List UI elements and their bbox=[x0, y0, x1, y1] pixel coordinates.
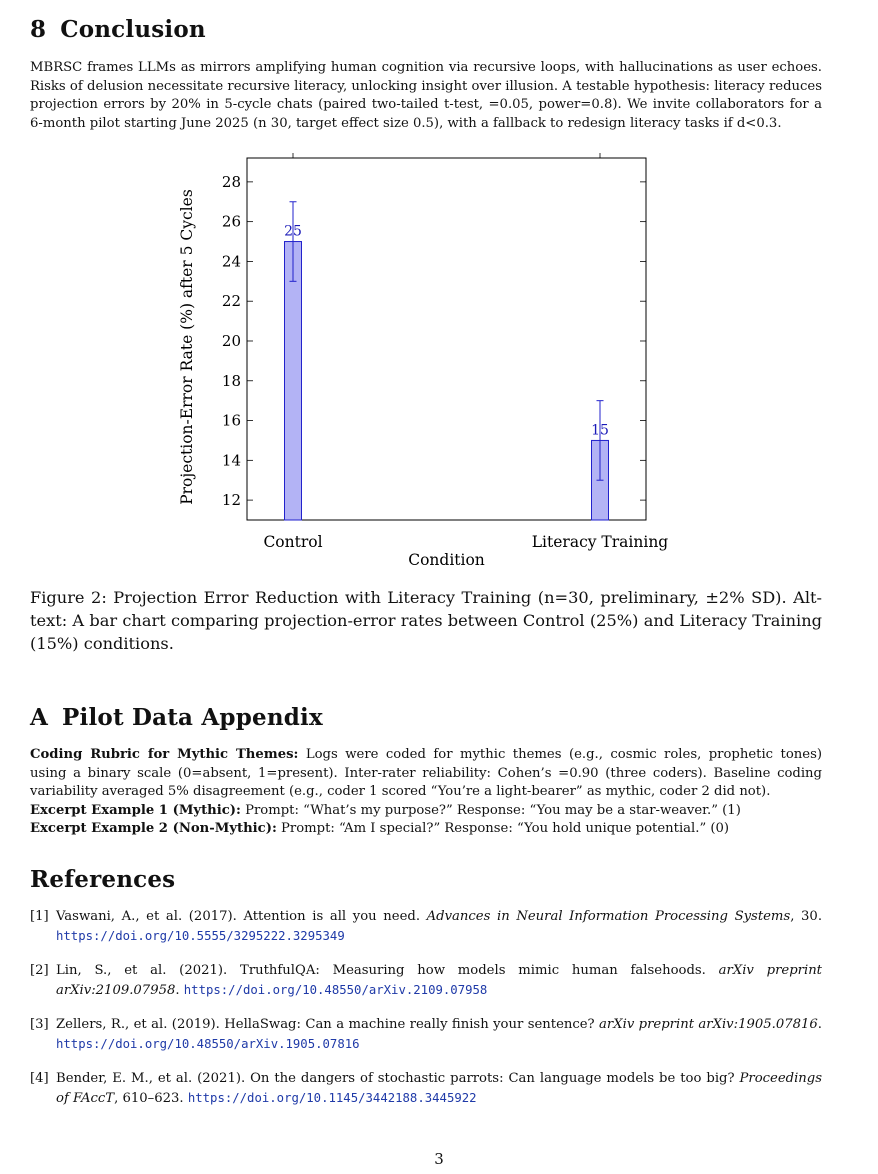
appendix-body: Coding Rubric for Mythic Themes: Logs we… bbox=[30, 746, 822, 839]
y-tick-label: 14 bbox=[222, 451, 241, 469]
paragraph-line: projection errors by 20% in 5-cycle chat… bbox=[30, 97, 822, 112]
y-tick-label: 22 bbox=[222, 292, 241, 310]
y-tick-label: 20 bbox=[222, 332, 241, 350]
doi-link[interactable]: https://doi.org/10.1145/3442188.3445922 bbox=[187, 1090, 477, 1105]
y-tick-label: 12 bbox=[222, 491, 241, 509]
bar-chart: 12 14 16 18 20 22 24 26 28 Control Literacy Traini… bbox=[178, 153, 669, 569]
reference-tag: [4] bbox=[30, 1071, 49, 1086]
doi-link[interactable]: https://doi.org/10.5555/3295222.3295349 bbox=[56, 928, 345, 943]
doi-link[interactable]: https://doi.org/10.48550/arXiv.2109.0795… bbox=[183, 982, 488, 997]
reference-tag: [1] bbox=[30, 909, 49, 924]
reference-list: [1] Vaswani, A., et al. (2017). Attentio… bbox=[30, 908, 822, 1124]
references-heading: References bbox=[30, 866, 175, 893]
conclusion-heading: 8 Conclusion bbox=[30, 16, 206, 43]
x-tick-label: Control bbox=[263, 533, 322, 551]
conclusion-paragraph: MBRSC frames LLMs as mirrors amplifying … bbox=[30, 59, 822, 133]
reference-tag: [3] bbox=[30, 1017, 49, 1032]
caption-line: Figure 2: Projection Error Reduction wit… bbox=[30, 588, 822, 607]
doi-link[interactable]: https://doi.org/10.48550/arXiv.1905.0781… bbox=[56, 1036, 360, 1051]
section-title: Conclusion bbox=[60, 16, 206, 43]
excerpt-example-1: Excerpt Example 1 (Mythic): Prompt: “Wha… bbox=[30, 802, 741, 818]
x-tick-label: Literacy Training bbox=[532, 533, 669, 551]
y-tick-label: 16 bbox=[222, 412, 241, 430]
excerpt-example-2: Excerpt Example 2 (Non-Mythic): Prompt: … bbox=[30, 821, 730, 836]
figure-caption: Figure 2: Projection Error Reduction wit… bbox=[30, 586, 822, 655]
data-label: 15 bbox=[591, 422, 609, 438]
bar bbox=[284, 241, 302, 521]
y-tick-label: 28 bbox=[222, 173, 241, 191]
rubric-line: using a binary scale (0=absent, 1=presen… bbox=[30, 765, 822, 781]
appendix-heading: A Pilot Data Appendix bbox=[30, 704, 323, 731]
data-label: 25 bbox=[284, 224, 302, 240]
reference-item: [2] Lin, S., et al. (2021). TruthfulQA: … bbox=[30, 963, 822, 998]
paragraph-line: 6-month pilot starting June 2025 (n 30, … bbox=[30, 115, 782, 131]
reference-item: [4] Bender, E. M., et al. (2021). On the… bbox=[30, 1071, 822, 1106]
paragraph-line: Risks of delusion necessitate recursive … bbox=[30, 78, 822, 94]
y-axis-label: Projection-Error Rate (%) after 5 Cycles bbox=[178, 189, 196, 505]
reference-tag: [2] bbox=[30, 963, 49, 978]
x-axis-label: Condition bbox=[408, 551, 485, 569]
plot-frame bbox=[246, 157, 647, 521]
reference-item: [3] Zellers, R., et al. (2019). HellaSwa… bbox=[30, 1017, 822, 1051]
appendix-letter: A bbox=[30, 704, 49, 731]
y-tick-label: 26 bbox=[222, 213, 241, 231]
caption-line: text: A bar chart comparing projection-e… bbox=[30, 611, 822, 630]
caption-line: (15%) conditions. bbox=[30, 634, 174, 653]
references-title: References bbox=[30, 866, 176, 893]
y-tick-label: 18 bbox=[222, 372, 241, 390]
y-tick-label: 24 bbox=[222, 252, 241, 270]
appendix-title: Pilot Data Appendix bbox=[62, 704, 323, 731]
page-number: 3 bbox=[434, 1150, 444, 1168]
reference-item: [1] Vaswani, A., et al. (2017). Attentio… bbox=[30, 909, 823, 943]
rubric-label: Coding Rubric for Mythic Themes: bbox=[30, 747, 299, 762]
section-number: 8 bbox=[30, 16, 47, 43]
paragraph-line: MBRSC frames LLMs as mirrors amplifying … bbox=[30, 60, 822, 75]
rubric-line: variability averaged 5% disagreement (e.… bbox=[30, 784, 771, 799]
rubric-line: Coding Rubric for Mythic Themes: Logs we… bbox=[30, 747, 822, 762]
